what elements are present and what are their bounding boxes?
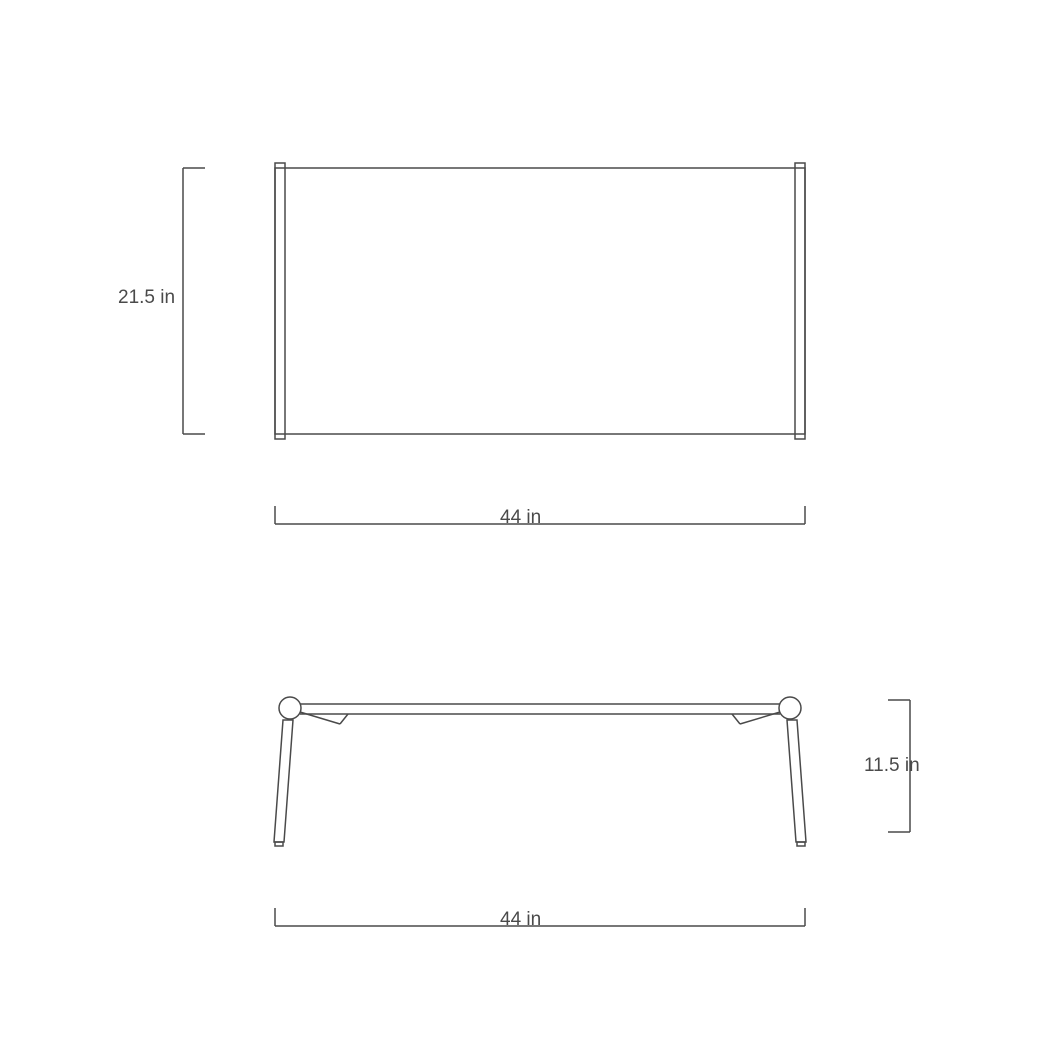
side-view-left-knob: [279, 697, 301, 719]
dim-side-width-label: 44 in: [500, 909, 541, 930]
dim-height-label: 11.5 in: [864, 755, 920, 776]
dimension-diagram: 21.5 in 44 in 11.5 in 44 in: [0, 0, 1050, 1051]
side-view-left-leg: [274, 720, 293, 842]
top-view-right-rail: [795, 163, 805, 439]
side-view-right-leg: [787, 720, 806, 842]
side-view-right-knob: [779, 697, 801, 719]
dim-top-width-label: 44 in: [500, 507, 541, 528]
top-view-left-rail: [275, 163, 285, 439]
dim-depth-label: 21.5 in: [118, 287, 175, 308]
top-view-tabletop: [275, 168, 805, 434]
